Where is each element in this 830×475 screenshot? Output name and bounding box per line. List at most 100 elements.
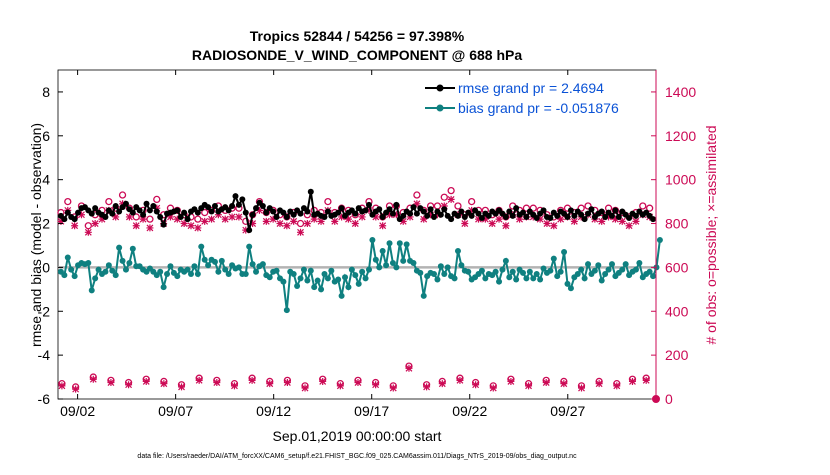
- rmse-point: [519, 209, 526, 216]
- obs-assimilated-point: [276, 220, 284, 228]
- obs-assimilated-point: [570, 217, 578, 225]
- obs-assimilated-point: [125, 213, 133, 221]
- bias-point: [211, 258, 218, 265]
- rmse-point: [280, 209, 287, 216]
- rmse-point: [270, 208, 277, 215]
- chart-title-line-1: Tropics 52844 / 54256 = 97.398%: [250, 28, 465, 44]
- obs-assimilated-point: [379, 222, 387, 230]
- rmse-point: [146, 207, 153, 214]
- obs-assimilated-point: [180, 220, 188, 228]
- obs-possible-point: [413, 191, 421, 199]
- rmse-point: [448, 216, 455, 223]
- rmse-point: [290, 211, 297, 218]
- bias-point: [215, 268, 222, 275]
- obs-assimilated-point: [365, 206, 373, 214]
- obs-possible-point: [242, 217, 250, 225]
- bias-point: [519, 269, 526, 276]
- bias-point: [417, 269, 424, 276]
- obs-low-assimilated-point: [577, 384, 585, 392]
- obs-assimilated-point: [543, 220, 551, 228]
- obs-possible-point: [132, 213, 140, 221]
- bias-point: [420, 292, 427, 299]
- rmse-point: [632, 212, 639, 219]
- obs-assimilated-point: [331, 217, 339, 225]
- obs-assimilated-point: [303, 220, 311, 228]
- obs-assimilated-point: [139, 215, 147, 223]
- rmse-point: [242, 209, 249, 216]
- bias-point: [622, 261, 629, 268]
- bias-point: [591, 267, 598, 274]
- obs-low-assimilated-point: [213, 379, 221, 387]
- bias-point: [184, 266, 191, 273]
- rmse-point: [509, 212, 516, 219]
- y-right-tick-label: 400: [665, 303, 689, 319]
- rmse-point: [365, 201, 372, 208]
- rmse-point: [263, 209, 270, 216]
- rmse-point: [502, 213, 509, 220]
- rmse-point: [441, 206, 448, 213]
- obs-assimilated-point: [235, 213, 243, 221]
- rmse-point: [588, 206, 595, 213]
- bias-point: [554, 273, 561, 280]
- rmse-point: [184, 216, 191, 223]
- obs-assimilated-point: [447, 195, 455, 203]
- rmse-point: [581, 216, 588, 223]
- bias-point: [307, 267, 314, 274]
- y-left-tick-label: 8: [42, 84, 50, 100]
- rmse-point: [431, 213, 438, 220]
- bias-point: [458, 262, 465, 269]
- data-file-footnote: data file: /Users/raeder/DAI/ATM_forcXX/…: [137, 453, 577, 460]
- obs-assimilated-point: [228, 213, 236, 221]
- obs-low-assimilated-point: [72, 385, 80, 393]
- obs-assimilated-point: [399, 217, 407, 225]
- bias-point: [465, 268, 472, 275]
- bias-point: [167, 263, 174, 270]
- bias-point: [499, 266, 506, 273]
- bias-point: [242, 270, 249, 277]
- obs-assimilated-point: [502, 222, 510, 230]
- obs-assimilated-point: [386, 211, 394, 219]
- bias-point: [478, 267, 485, 274]
- bias-point: [304, 277, 311, 284]
- rmse-point: [75, 209, 82, 216]
- x-tick-label: 09/27: [550, 403, 585, 419]
- obs-assimilated-point: [283, 222, 291, 230]
- bias-point: [64, 254, 71, 261]
- rmse-point: [122, 200, 129, 207]
- x-axis-label: Sep.01,2019 00:00:00 start: [273, 428, 442, 444]
- obs-low-assimilated-point: [438, 380, 446, 388]
- rmse-point: [427, 206, 434, 213]
- obs-assimilated-point: [488, 220, 496, 228]
- obs-possible-point: [468, 197, 476, 206]
- obs-low-assimilated-point: [372, 381, 380, 389]
- rmse-point: [567, 207, 574, 214]
- y-right-tick-label: 800: [665, 216, 689, 232]
- rmse-point: [259, 202, 266, 209]
- rmse-point: [420, 208, 427, 215]
- obs-possible-point: [645, 204, 654, 212]
- obs-possible-point: [639, 202, 647, 210]
- obs-assimilated-point: [550, 222, 558, 230]
- rmse-point: [650, 216, 657, 223]
- rmse-point: [88, 210, 95, 217]
- obs-assimilated-point: [91, 220, 99, 228]
- rmse-point: [376, 206, 383, 213]
- bias-point: [567, 285, 574, 292]
- obs-low-assimilated-point: [560, 380, 568, 388]
- obs-possible-point: [146, 215, 154, 223]
- rmse-point: [283, 213, 290, 220]
- bias-point: [300, 266, 307, 273]
- obs-low-assimilated-point: [423, 383, 431, 391]
- legend-rmse-marker: [436, 84, 444, 92]
- rmse-point: [379, 213, 386, 220]
- rmse-point: [64, 209, 71, 216]
- x-tick-label: 09/17: [354, 403, 389, 419]
- bias-point: [403, 241, 410, 248]
- rmse-point: [413, 210, 420, 217]
- bias-point: [174, 273, 181, 280]
- obs-low-assimilated-point: [142, 377, 150, 385]
- obs-assimilated-point: [84, 228, 92, 236]
- obs-possible-point: [201, 208, 209, 217]
- obs-low-assimilated-point: [489, 384, 497, 392]
